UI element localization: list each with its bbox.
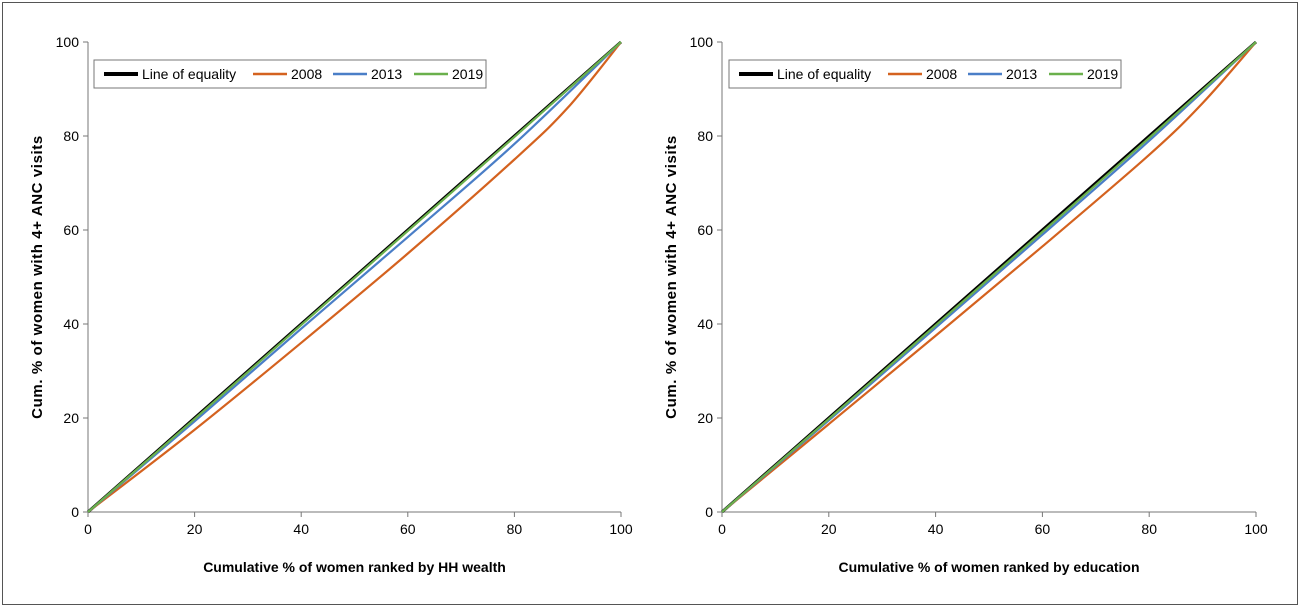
legend: Line of equality 2008 2013 2019: [93, 59, 487, 89]
y-tick-label: 80: [63, 128, 79, 144]
series-line-2019: [87, 41, 622, 513]
y-tick-label: 100: [56, 34, 80, 50]
x-tick-label: 40: [928, 521, 944, 537]
x-tick-label: 40: [293, 521, 309, 537]
x-axis-title: Cumulative % of women ranked by educatio…: [838, 559, 1139, 575]
y-tick-label: 100: [690, 34, 714, 50]
legend: Line of equality 2008 2013 2019: [728, 59, 1122, 89]
x-tick-label: 0: [84, 521, 92, 537]
x-tick-label: 80: [507, 521, 523, 537]
y-axis-title: Cum. % of women with 4+ ANC visits: [29, 135, 46, 419]
y-tick-label: 80: [697, 128, 713, 144]
legend-label: Line of equality: [777, 66, 871, 82]
legend-label: 2019: [452, 66, 483, 82]
x-tick-label: 60: [1035, 521, 1051, 537]
legend-label: 2019: [1087, 66, 1118, 82]
y-tick-label: 60: [63, 222, 79, 238]
chart-panel-1: 0 20 40 60 80 100 0 20 40 60 80 100 Cumulative % of …: [29, 34, 633, 575]
y-tick-label: 20: [63, 410, 79, 426]
y-tick-label: 0: [705, 504, 713, 520]
x-tick-label: 20: [821, 521, 837, 537]
x-tick-label: 80: [1141, 521, 1157, 537]
y-axis-title: Cum. % of women with 4+ ANC visits: [663, 135, 680, 419]
x-tick-label: 60: [400, 521, 416, 537]
y-tick-label: 40: [697, 316, 713, 332]
legend-label: 2008: [291, 66, 322, 82]
x-tick-label: 100: [609, 521, 633, 537]
y-tick-label: 0: [71, 504, 79, 520]
chart-panel-2: 0 20 40 60 80 100 0 20 40 60 80 100 Cumulative % of …: [663, 34, 1268, 575]
legend-label: 2008: [926, 66, 957, 82]
x-tick-label: 100: [1244, 521, 1268, 537]
legend-label: 2013: [1006, 66, 1037, 82]
y-tick-label: 60: [697, 222, 713, 238]
x-tick-label: 20: [187, 521, 203, 537]
y-tick-label: 20: [697, 410, 713, 426]
x-axis-title: Cumulative % of women ranked by HH wealt…: [203, 559, 506, 575]
series-line-2008: [87, 41, 622, 513]
legend-label: 2013: [371, 66, 402, 82]
series-line-2008: [721, 41, 1257, 513]
legend-label: Line of equality: [142, 66, 236, 82]
series-line-2019: [721, 41, 1257, 513]
series-line-2013: [87, 41, 622, 513]
x-tick-label: 0: [718, 521, 726, 537]
y-tick-label: 40: [63, 316, 79, 332]
